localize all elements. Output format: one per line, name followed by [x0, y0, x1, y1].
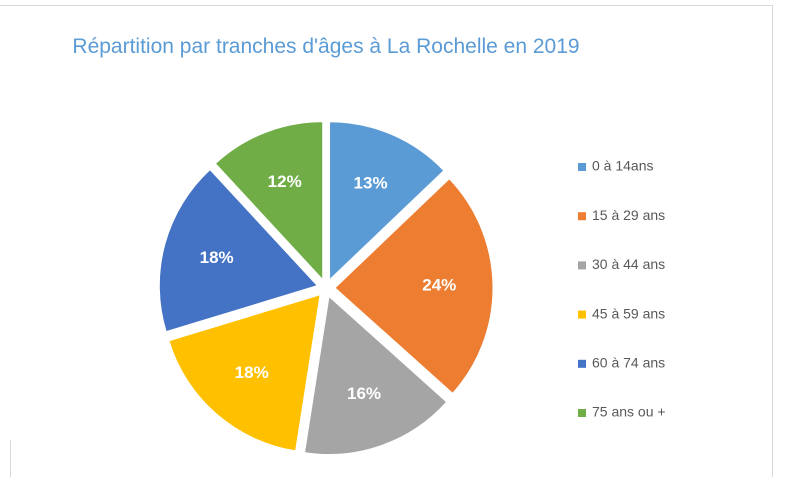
data-label: 18%: [235, 363, 269, 382]
pie-slice: [168, 294, 321, 452]
pie-slice: [303, 295, 448, 455]
chart-title: Répartition par tranches d'âges à La Roc…: [72, 35, 580, 58]
legend-swatch: [578, 359, 586, 368]
pie-slice: [329, 121, 445, 281]
chart-border: [0, 5, 773, 477]
legend-swatch: [578, 310, 586, 319]
legend-label: 60 à 74 ans: [592, 355, 665, 371]
legend-swatch: [578, 212, 586, 221]
pie-slice: [334, 178, 494, 395]
legend-swatch: [578, 261, 586, 270]
data-label: 16%: [347, 384, 381, 403]
legend-swatch: [578, 409, 586, 417]
legend-swatch: [578, 163, 586, 171]
legend-label: 75 ans ou +: [592, 404, 666, 420]
title-box: Répartition par tranches d'âges à La Roc…: [72, 35, 580, 58]
data-label: 13%: [354, 173, 388, 192]
legend-label: 0 à 14ans: [592, 158, 654, 174]
legend-label: 15 à 29 ans: [592, 207, 665, 223]
legend-label: 45 à 59 ans: [592, 305, 665, 321]
pie-slice: [158, 168, 319, 333]
data-label: 18%: [200, 248, 234, 267]
data-label: 12%: [268, 172, 302, 191]
data-label: 24%: [422, 276, 456, 295]
legend-label: 30 à 44 ans: [592, 256, 665, 272]
pie-slice: [214, 121, 324, 281]
